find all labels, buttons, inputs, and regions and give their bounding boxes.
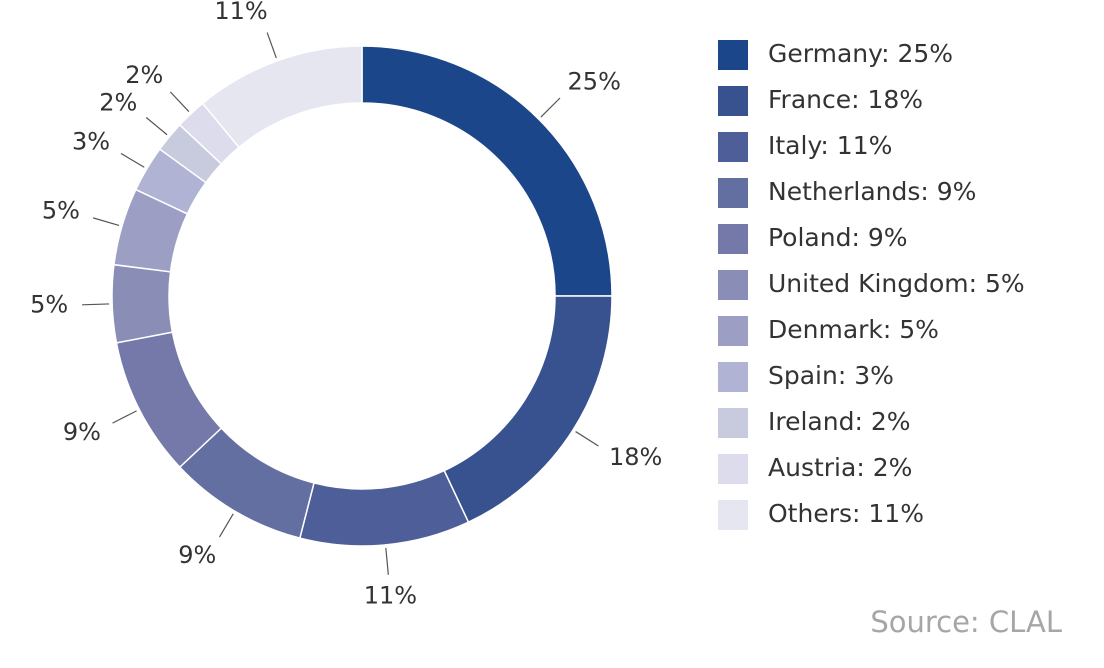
- data-label: 11%: [214, 0, 267, 25]
- legend-swatch: [718, 316, 748, 346]
- data-label: 9%: [178, 541, 216, 569]
- legend-swatch: [718, 362, 748, 392]
- data-label: 2%: [99, 88, 137, 116]
- legend-label: Netherlands: 9%: [768, 177, 976, 206]
- legend-label: Others: 11%: [768, 499, 924, 528]
- legend-swatch: [718, 408, 748, 438]
- legend-swatch: [718, 178, 748, 208]
- legend-label: Italy: 11%: [768, 131, 892, 160]
- legend-label: Austria: 2%: [768, 453, 912, 482]
- source-note: Source: CLAL: [870, 605, 1062, 639]
- legend-swatch: [718, 454, 748, 484]
- legend-label: United Kingdom: 5%: [768, 269, 1025, 298]
- data-label: 5%: [42, 197, 80, 225]
- legend-label: Spain: 3%: [768, 361, 894, 390]
- legend-swatch: [718, 500, 748, 530]
- legend-swatch: [718, 40, 748, 70]
- legend-label: Poland: 9%: [768, 223, 908, 252]
- legend-label: Ireland: 2%: [768, 407, 911, 436]
- leader-line: [145, 117, 168, 136]
- leader-line: [82, 303, 110, 306]
- leader-line: [540, 97, 561, 118]
- data-label: 3%: [72, 127, 110, 155]
- donut-slice: [111, 263, 174, 344]
- leader-line: [266, 32, 277, 59]
- legend-label: Germany: 25%: [768, 39, 953, 68]
- data-label: 9%: [63, 418, 101, 446]
- leader-line: [92, 217, 120, 226]
- data-label: 5%: [30, 290, 68, 318]
- legend-swatch: [718, 270, 748, 300]
- donut-slice: [443, 295, 613, 524]
- data-label: 18%: [609, 443, 662, 471]
- legend-swatch: [718, 224, 748, 254]
- leader-line: [218, 513, 234, 538]
- legend-label: France: 18%: [768, 85, 923, 114]
- donut-slice: [201, 45, 363, 149]
- data-label: 25%: [568, 67, 621, 95]
- legend-swatch: [718, 86, 748, 116]
- leader-line: [385, 547, 389, 575]
- leader-line: [112, 410, 137, 424]
- leader-line: [169, 91, 190, 112]
- legend-label: Denmark: 5%: [768, 315, 939, 344]
- data-label: 2%: [125, 61, 163, 89]
- donut-slice: [298, 469, 470, 547]
- leader-line: [120, 152, 145, 168]
- legend-swatch: [718, 132, 748, 162]
- data-label: 11%: [364, 582, 417, 610]
- leader-line: [575, 431, 599, 447]
